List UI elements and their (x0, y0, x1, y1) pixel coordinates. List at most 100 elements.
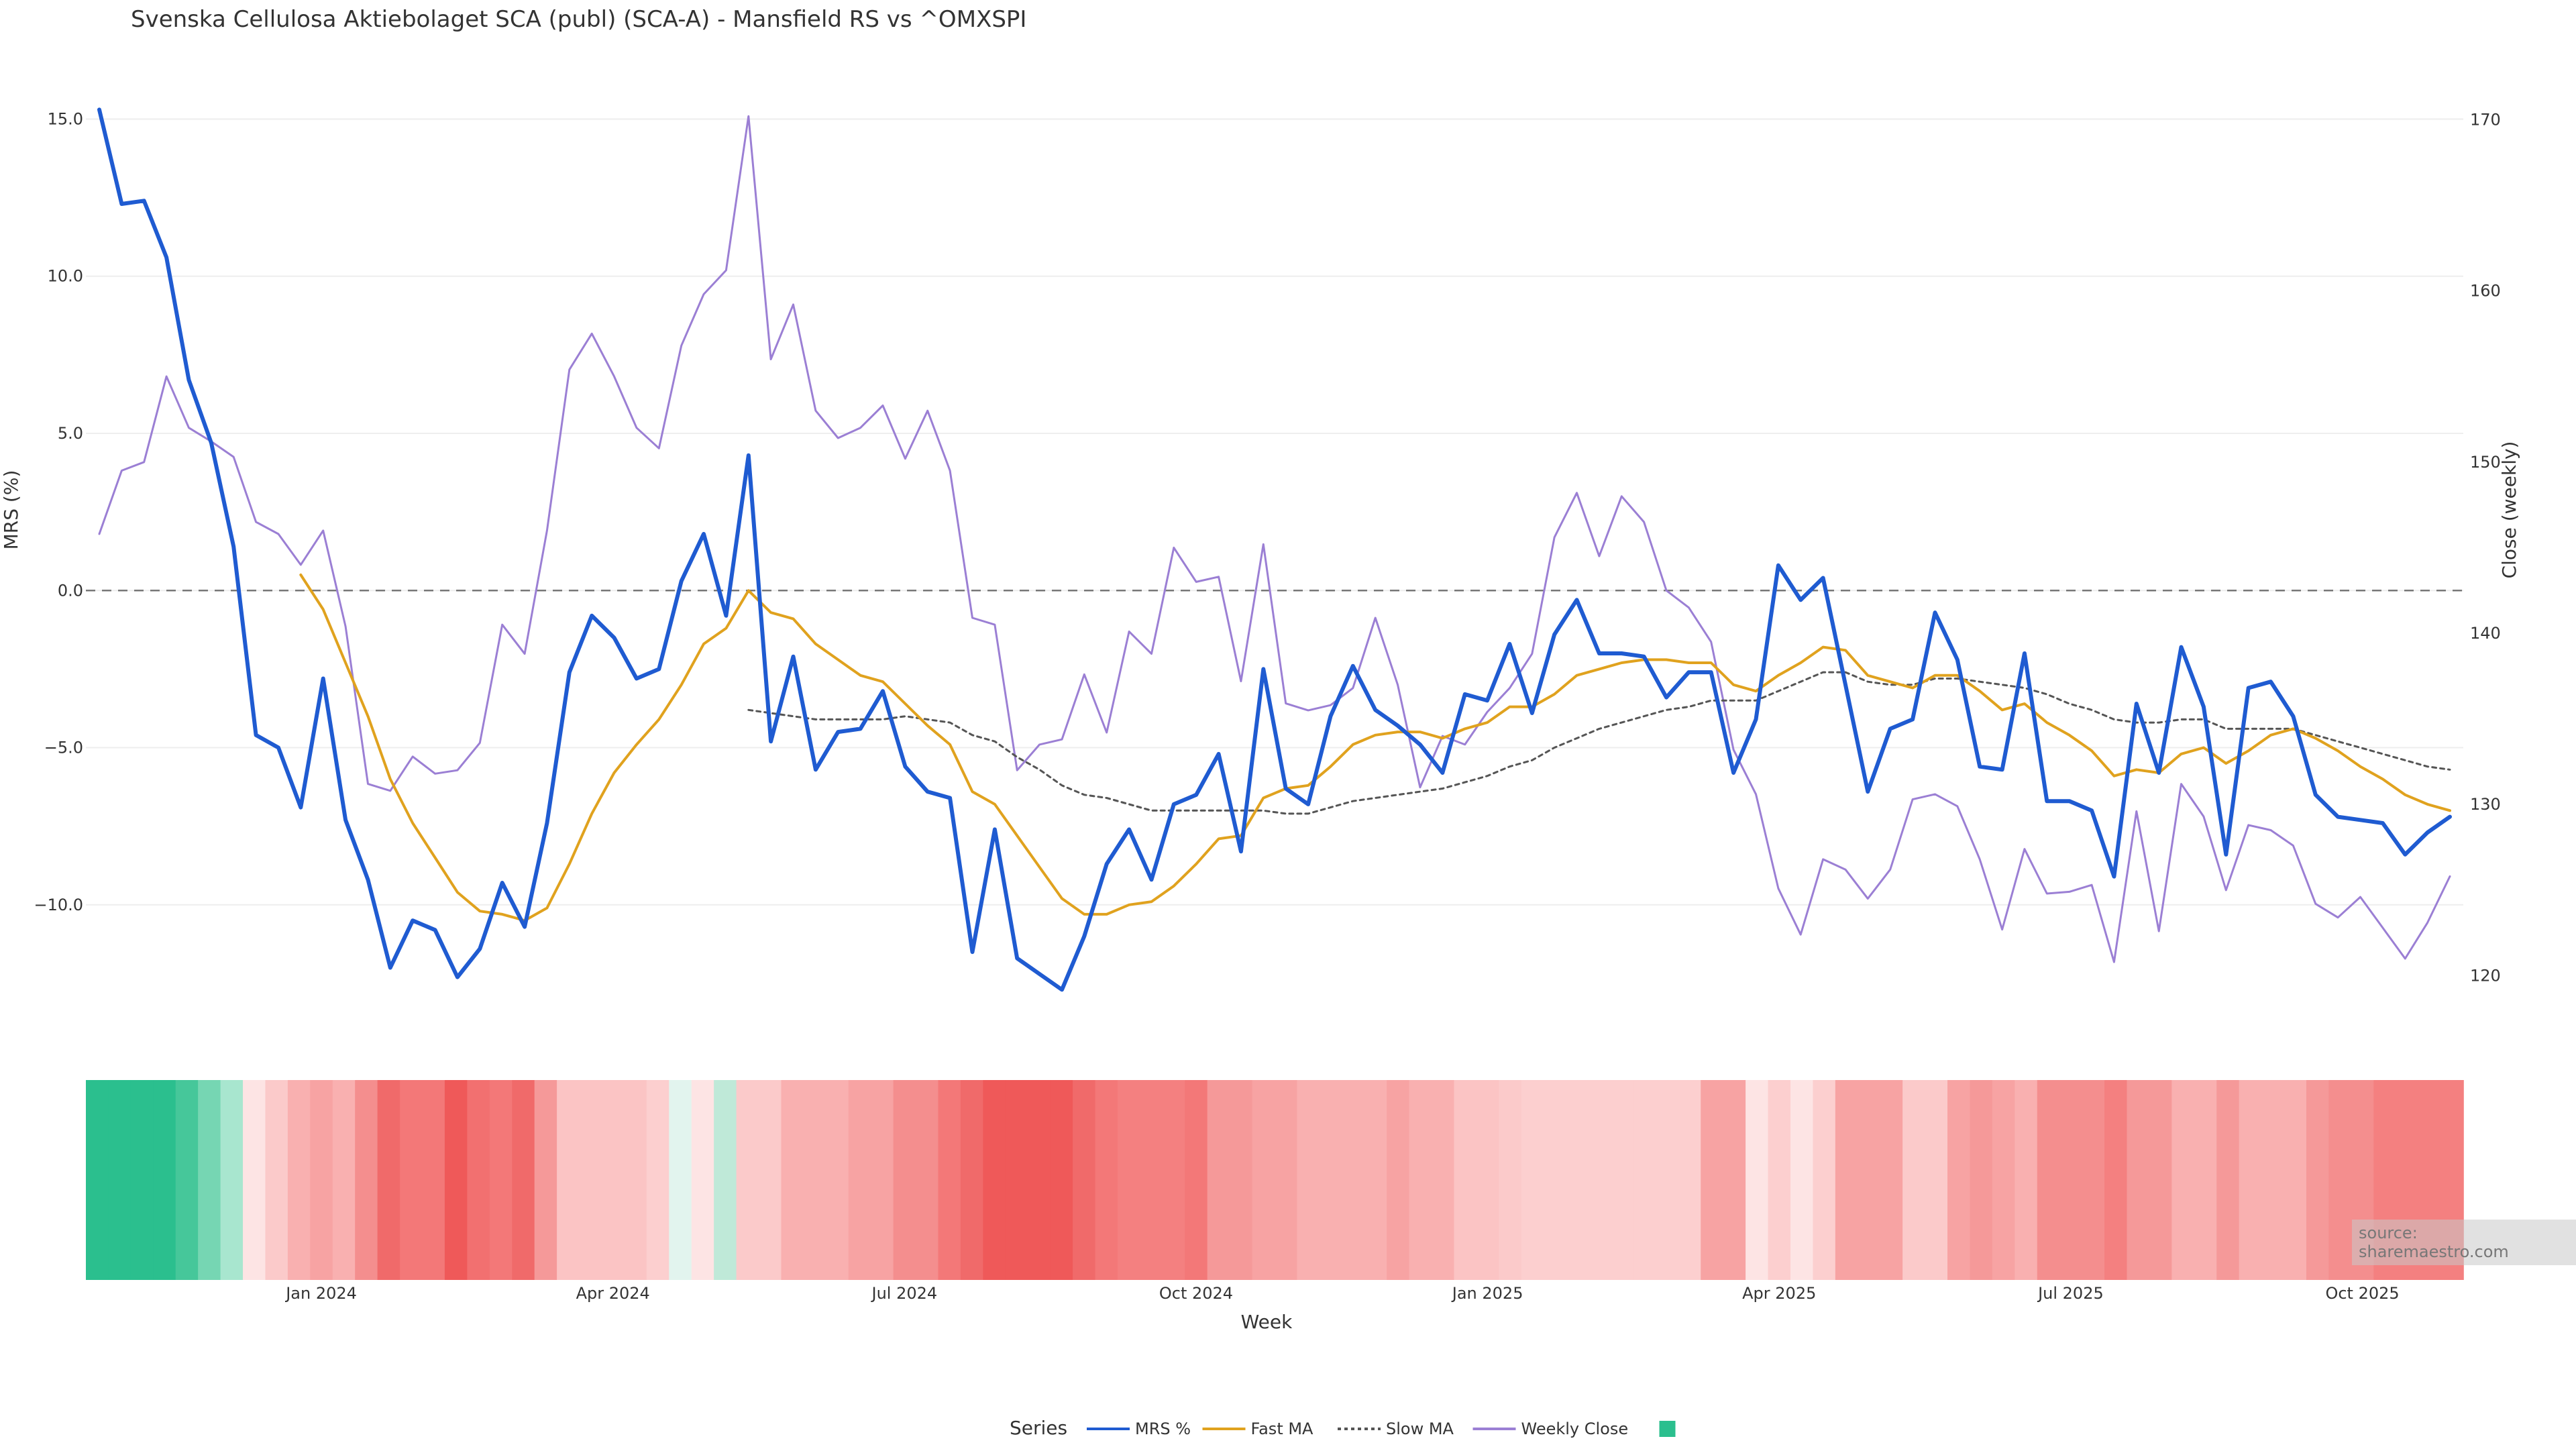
strip-cell (848, 1080, 871, 1280)
strip-cell (1454, 1080, 1477, 1280)
x-axis-ticks: Jan 2024 Apr 2024 Jul 2024 Oct 2024 Jan 2025… (284, 1284, 2399, 1303)
series-line-fast-ma (299, 573, 2451, 922)
strip-cell (332, 1080, 356, 1280)
strip-cell (1095, 1080, 1118, 1280)
legend-label: Weekly Close (1521, 1419, 1629, 1438)
strip-cell (1207, 1080, 1230, 1280)
legend-label: Fast MA (1251, 1419, 1314, 1438)
y-right-tick-label: 120 (2470, 966, 2501, 985)
strip-cell (983, 1080, 1006, 1280)
strip-cell (1476, 1080, 1500, 1280)
y-left-tick-label: −5.0 (44, 739, 83, 757)
y-right-tick-label: 170 (2470, 110, 2501, 129)
x-tick-label: Jan 2024 (284, 1284, 357, 1303)
strip-cell (2328, 1080, 2352, 1280)
strip-cell (1275, 1080, 1298, 1280)
strip-cell (86, 1080, 109, 1280)
strip-cell (759, 1080, 782, 1280)
strip-cell (2127, 1080, 2150, 1280)
strip-cell (1028, 1080, 1051, 1280)
strip-cell (1790, 1080, 1814, 1280)
strip-cell (1162, 1080, 1186, 1280)
series-line-mrs- (97, 107, 2452, 992)
y-axis-right-label: Close (weekly) (2498, 441, 2520, 579)
x-tick-label: Oct 2025 (2325, 1284, 2399, 1303)
right-axis-ticks: 170 160 150 140 130 120 (2470, 110, 2501, 985)
strip-cell (1723, 1080, 1746, 1280)
strip-cell (1633, 1080, 1657, 1280)
strip-cell (871, 1080, 894, 1280)
strip-cell (467, 1080, 490, 1280)
strip-cell (579, 1080, 602, 1280)
x-tick-label: Jan 2025 (1451, 1284, 1523, 1303)
strip-cell (1364, 1080, 1387, 1280)
y-right-tick-label: 150 (2470, 453, 2501, 472)
strip-cell (938, 1080, 961, 1280)
strip-cell (310, 1080, 333, 1280)
strip-cell (1544, 1080, 1567, 1280)
strip-cell (826, 1080, 849, 1280)
strip-cell (736, 1080, 759, 1280)
strip-cell (1005, 1080, 1029, 1280)
strip-cell (1387, 1080, 1410, 1280)
strip-cell (1611, 1080, 1634, 1280)
strip-cell (512, 1080, 535, 1280)
strip-cell (265, 1080, 288, 1280)
gridlines (86, 118, 2463, 906)
strip-cell (130, 1080, 154, 1280)
strip-cell (1947, 1080, 1971, 1280)
strip-cell (1050, 1080, 1073, 1280)
series-line-slow-ma (747, 671, 2451, 815)
strip-cell (153, 1080, 176, 1280)
strip-cell (1319, 1080, 1343, 1280)
strip-cell (1342, 1080, 1365, 1280)
strip-cell (422, 1080, 445, 1280)
y-axis-left-label: MRS (%) (0, 470, 22, 550)
strip-cell (2194, 1080, 2218, 1280)
strip-cell (1992, 1080, 2016, 1280)
strip-cell (1880, 1080, 1903, 1280)
strip-cell (1230, 1080, 1253, 1280)
legend: Series MRS % Fast MA Slow MA Weekly Close (1010, 1417, 1676, 1439)
strip-cell (1297, 1080, 1320, 1280)
legend-label: MRS % (1135, 1419, 1191, 1438)
y-left-tick-label: −10.0 (34, 896, 83, 914)
y-left-tick-label: 15.0 (48, 109, 83, 128)
x-axis-label: Week (1241, 1311, 1293, 1333)
strip-cell (1566, 1080, 1589, 1280)
strip-cell (1925, 1080, 1948, 1280)
source-credit: source: sharemaestro.com (2352, 1220, 2576, 1265)
strip-cell (893, 1080, 916, 1280)
strip-cell (1589, 1080, 1612, 1280)
strip-cell (646, 1080, 670, 1280)
strip-cell (781, 1080, 804, 1280)
strip-cell (1970, 1080, 1993, 1280)
strip-cell (2059, 1080, 2083, 1280)
y-right-tick-label: 140 (2470, 624, 2501, 643)
x-tick-label: Jul 2024 (871, 1284, 938, 1303)
strip-cell (1499, 1080, 1522, 1280)
strip-cell (2149, 1080, 2173, 1280)
strip-cell (2261, 1080, 2285, 1280)
strip-cell (1432, 1080, 1455, 1280)
strip-cell (108, 1080, 131, 1280)
strip-cell (1746, 1080, 1769, 1280)
strip-cell (1656, 1080, 1679, 1280)
legend-title: Series (1010, 1417, 1067, 1439)
strip-cell (1521, 1080, 1544, 1280)
strip-cell (287, 1080, 311, 1280)
strip-cell (1117, 1080, 1141, 1280)
strip-cell (377, 1080, 400, 1280)
y-left-tick-label: 10.0 (48, 267, 83, 286)
strip-cell (1252, 1080, 1275, 1280)
strip-cell (557, 1080, 580, 1280)
strip-cell (1185, 1080, 1208, 1280)
strip-cell (1858, 1080, 1881, 1280)
strip-cell (1701, 1080, 1724, 1280)
y-right-tick-label: 160 (2470, 282, 2501, 301)
strip-cell (175, 1080, 199, 1280)
strip-cell (1073, 1080, 1096, 1280)
legend-swatch (1659, 1421, 1676, 1437)
left-axis-ticks: 15.0 10.0 5.0 0.0 −5.0 −10.0 (34, 109, 83, 914)
